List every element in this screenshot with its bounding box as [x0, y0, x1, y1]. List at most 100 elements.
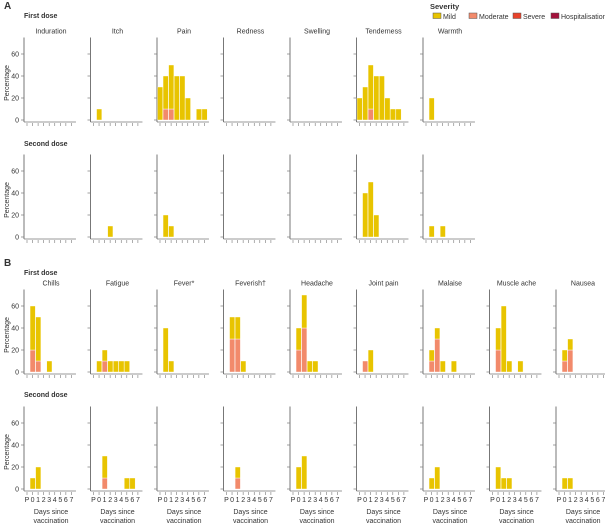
x-tick-label: 1 — [568, 497, 572, 504]
x-tick-label: 1 — [435, 497, 439, 504]
x-tick-label: 1 — [169, 497, 173, 504]
legend-label: Severe — [523, 14, 545, 21]
x-axis-label: Days since — [300, 509, 334, 516]
x-tick-label: 5 — [324, 497, 328, 504]
x-tick-label: 6 — [330, 497, 334, 504]
bar-mild — [240, 360, 247, 373]
facet-title: Induration — [35, 29, 66, 36]
bar-mild — [96, 360, 103, 373]
x-axis-label: Days since — [233, 509, 267, 516]
bar-mild — [35, 316, 42, 362]
bar-mild — [306, 360, 313, 373]
bar-mild — [162, 75, 169, 110]
x-tick-label: P — [224, 497, 229, 504]
bar-mild — [168, 360, 175, 373]
bar-mild — [168, 225, 175, 238]
bar-moderate — [362, 360, 369, 373]
x-tick-label: 5 — [457, 497, 461, 504]
bar-mild — [46, 360, 53, 373]
x-tick-label: 6 — [596, 497, 600, 504]
dose-label: Second dose — [24, 392, 68, 399]
x-axis-label: vaccination — [233, 518, 268, 523]
bar-mild — [517, 360, 524, 373]
legend-swatch — [468, 12, 478, 19]
x-tick-label: 0 — [430, 497, 434, 504]
legend-label: Hospitalisation — [561, 14, 605, 21]
bar-mild — [439, 225, 446, 238]
x-tick-label: 4 — [186, 497, 190, 504]
y-axis-label: Percentage — [4, 182, 11, 218]
x-tick-label: 0 — [97, 497, 101, 504]
x-tick-label: P — [490, 497, 495, 504]
x-tick-label: 2 — [374, 497, 378, 504]
bar-mild — [107, 360, 114, 373]
bar-mild — [168, 64, 175, 110]
x-tick-label: 6 — [130, 497, 134, 504]
bar-mild — [428, 97, 435, 121]
x-tick-label: 6 — [529, 497, 533, 504]
bar-mild — [118, 360, 125, 373]
bar-mild — [428, 225, 435, 238]
bar-mild — [384, 97, 391, 121]
x-tick-label: 4 — [53, 497, 57, 504]
bar-moderate — [168, 108, 175, 121]
bar-mild — [367, 349, 374, 373]
x-tick-label: 0 — [31, 497, 35, 504]
x-tick-label: 2 — [507, 497, 511, 504]
x-tick-label: P — [158, 497, 163, 504]
bar-moderate — [162, 108, 169, 121]
bar-mild — [201, 108, 208, 121]
x-tick-label: 1 — [236, 497, 240, 504]
x-tick-label: 7 — [136, 497, 140, 504]
x-tick-label: 5 — [391, 497, 395, 504]
bar-mild — [428, 477, 435, 490]
x-tick-label: 7 — [402, 497, 406, 504]
panel-label: B — [4, 258, 11, 269]
bar-mild — [101, 349, 108, 362]
bar-mild — [157, 86, 164, 121]
bar-mild — [428, 349, 435, 362]
y-tick-label: 60 — [11, 421, 19, 428]
x-tick-label: 4 — [452, 497, 456, 504]
x-axis-label: vaccination — [499, 518, 534, 523]
x-tick-label: 3 — [579, 497, 583, 504]
x-tick-label: 5 — [125, 497, 129, 504]
bar-mild — [124, 360, 130, 373]
y-tick-label: 60 — [11, 52, 19, 59]
x-axis-label: vaccination — [166, 518, 201, 523]
bar-moderate — [35, 360, 42, 373]
x-tick-label: 7 — [335, 497, 339, 504]
bar-mild — [561, 477, 568, 490]
bar-mild — [367, 64, 374, 110]
facet-title: Itch — [112, 29, 123, 36]
y-tick-label: 0 — [15, 370, 19, 377]
bar-mild — [362, 86, 369, 121]
bar-moderate — [295, 349, 302, 373]
bar-mild — [234, 316, 241, 340]
legend-swatch — [432, 12, 442, 19]
x-tick-label: 3 — [114, 497, 118, 504]
facet-title: Muscle ache — [497, 281, 536, 288]
y-tick-label: 20 — [11, 213, 19, 220]
x-tick-label: 1 — [502, 497, 506, 504]
panel-label: A — [4, 1, 11, 12]
x-tick-label: 7 — [202, 497, 206, 504]
x-tick-label: 3 — [380, 497, 384, 504]
bar-mild — [112, 360, 119, 373]
bar-mild — [295, 327, 302, 351]
x-tick-label: 3 — [247, 497, 251, 504]
legend-title: Severity — [430, 2, 460, 11]
y-tick-label: 0 — [15, 235, 19, 242]
x-tick-label: 0 — [496, 497, 500, 504]
x-tick-label: 4 — [518, 497, 522, 504]
bar-moderate — [29, 349, 36, 373]
x-tick-label: 3 — [513, 497, 517, 504]
bar-mild — [561, 349, 568, 362]
bar-mild — [379, 75, 385, 121]
x-tick-label: 5 — [590, 497, 594, 504]
bar-moderate — [434, 338, 441, 373]
y-tick-label: 20 — [11, 348, 19, 355]
facet-title: Headache — [301, 281, 333, 288]
x-tick-label: 4 — [319, 497, 323, 504]
